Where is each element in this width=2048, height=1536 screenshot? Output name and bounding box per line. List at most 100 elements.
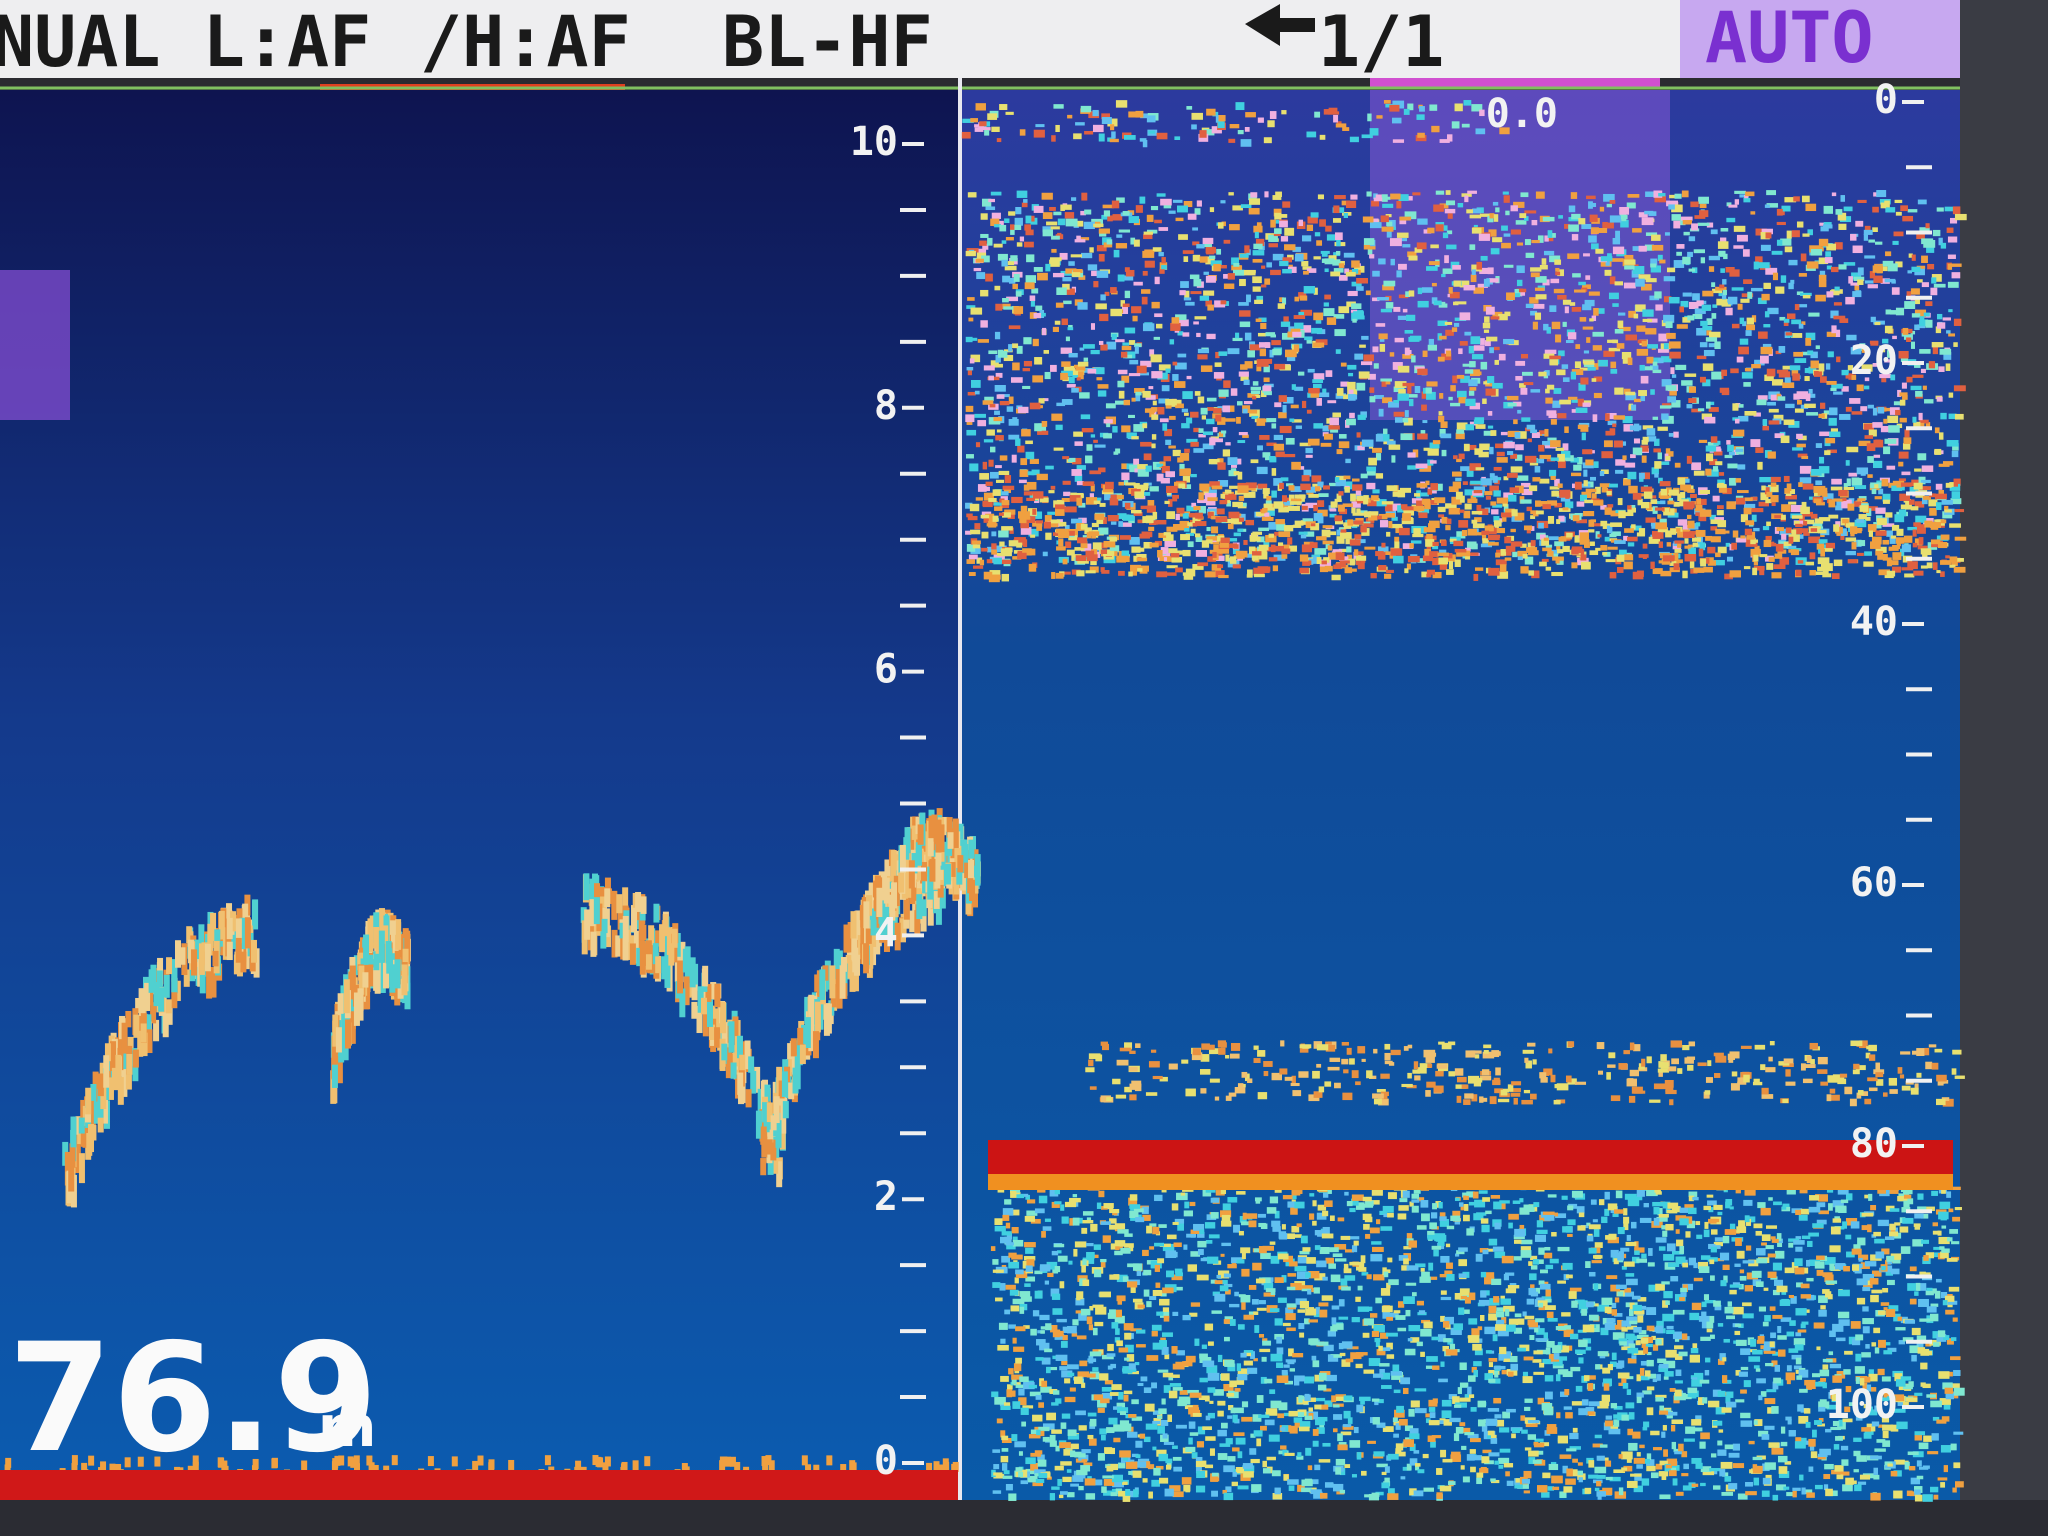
echo-speck <box>1139 533 1150 539</box>
echo-speck <box>1671 214 1681 221</box>
echo-speck <box>1272 1493 1283 1500</box>
echo-speck <box>1825 363 1831 370</box>
echo-speck <box>1293 315 1306 320</box>
echo-speck <box>1354 549 1359 556</box>
echo-speck <box>1373 395 1384 399</box>
echo-speck <box>1073 220 1084 227</box>
echo-speck <box>1468 390 1475 396</box>
echo-speck <box>1398 527 1410 536</box>
echo-speck <box>1864 377 1870 382</box>
echo-speck <box>1922 496 1931 500</box>
echo-speck <box>1119 1423 1132 1432</box>
echo-speck <box>965 414 975 423</box>
echo-speck <box>1101 1354 1114 1360</box>
echo-speck <box>1850 282 1860 286</box>
echo-speck <box>1218 574 1229 579</box>
echo-speck <box>1479 267 1489 274</box>
echo-speck <box>1258 551 1268 560</box>
echo-speck <box>1699 203 1707 209</box>
echo-speck <box>1736 356 1744 363</box>
echo-speck <box>1692 542 1698 547</box>
echo-speck <box>1406 314 1416 321</box>
echo-speck <box>1875 439 1881 446</box>
echo-speck <box>1117 369 1128 375</box>
echo-speck <box>1213 263 1221 272</box>
echo-speck <box>1641 1478 1650 1486</box>
echo-speck <box>1101 1392 1113 1400</box>
echo-speck <box>1493 346 1500 351</box>
echo-speck <box>1328 255 1337 260</box>
echo-speck <box>1151 414 1159 420</box>
echo-speck <box>1720 227 1729 232</box>
echo-speck <box>1336 387 1344 396</box>
echo-speck <box>1000 496 1008 501</box>
echo-speck <box>1651 244 1664 251</box>
echo-speck <box>1655 522 1668 530</box>
echo-speck <box>1544 428 1549 437</box>
echo-speck <box>1270 544 1276 553</box>
echo-speck <box>1441 1399 1452 1407</box>
echo-speck <box>1474 1348 1483 1356</box>
echo-speck <box>1687 251 1693 258</box>
echo-speck <box>1335 552 1345 561</box>
echo-speck <box>1190 1229 1200 1234</box>
echo-speck <box>1743 507 1752 515</box>
echo-speck <box>1517 553 1524 561</box>
echo-speck <box>1143 1436 1151 1443</box>
echo-speck <box>1555 334 1562 343</box>
echo-speck <box>1776 208 1783 216</box>
echo-speck <box>1617 567 1624 573</box>
echo-speck <box>1493 516 1500 522</box>
echo-speck <box>1319 219 1326 227</box>
echo-speck <box>1152 247 1162 252</box>
echo-speck <box>1148 526 1155 532</box>
echo-speck <box>968 572 976 577</box>
echo-speck <box>1065 268 1077 274</box>
echo-speck <box>1691 462 1702 471</box>
echo-speck <box>1460 466 1472 472</box>
echo-speck <box>1953 1462 1961 1469</box>
echo-speck <box>1349 539 1361 546</box>
echo-speck <box>1077 361 1089 367</box>
echo-speck <box>1402 353 1414 359</box>
echo-speck <box>1820 376 1827 383</box>
echo-speck <box>1666 267 1676 273</box>
echo-speck <box>1613 1419 1620 1427</box>
echo-speck <box>1456 552 1463 557</box>
echo-speck <box>1954 509 1965 513</box>
echo-speck <box>1209 1400 1214 1404</box>
echo-speck <box>1098 253 1105 262</box>
echo-speck <box>1556 558 1564 565</box>
echo-speck <box>1671 559 1680 565</box>
echo-speck <box>1869 340 1879 344</box>
echo-speck <box>1237 440 1246 444</box>
echo-speck <box>1025 1276 1036 1282</box>
echo-speck <box>998 470 1010 476</box>
echo-speck <box>1950 1337 1957 1342</box>
echo-speck <box>1116 234 1123 238</box>
echo-speck <box>1660 570 1672 577</box>
echo-speck <box>1324 565 1333 572</box>
echo-speck <box>1405 291 1411 298</box>
echo-speck <box>1209 549 1221 554</box>
echo-speck <box>1141 296 1148 305</box>
echo-speck <box>1386 569 1394 574</box>
echo-speck <box>1907 270 1913 274</box>
echo-speck <box>1222 1280 1228 1285</box>
echo-speck <box>1499 1427 1510 1433</box>
echo-speck <box>1450 1327 1462 1336</box>
echo-speck <box>1328 552 1337 560</box>
echo-speck <box>1692 313 1703 320</box>
echo-speck <box>1929 493 1936 498</box>
echo-speck <box>1316 1416 1328 1422</box>
echo-speck <box>1455 491 1463 500</box>
echo-speck <box>1662 1300 1669 1308</box>
echo-speck <box>1655 1237 1667 1243</box>
echo-speck <box>1525 252 1535 258</box>
echo-speck <box>1780 514 1786 520</box>
echo-speck <box>1879 374 1892 379</box>
echo-speck <box>1804 376 1810 382</box>
echo-speck <box>1381 542 1386 548</box>
echo-speck <box>1388 444 1401 450</box>
echo-speck <box>1934 1290 1941 1299</box>
